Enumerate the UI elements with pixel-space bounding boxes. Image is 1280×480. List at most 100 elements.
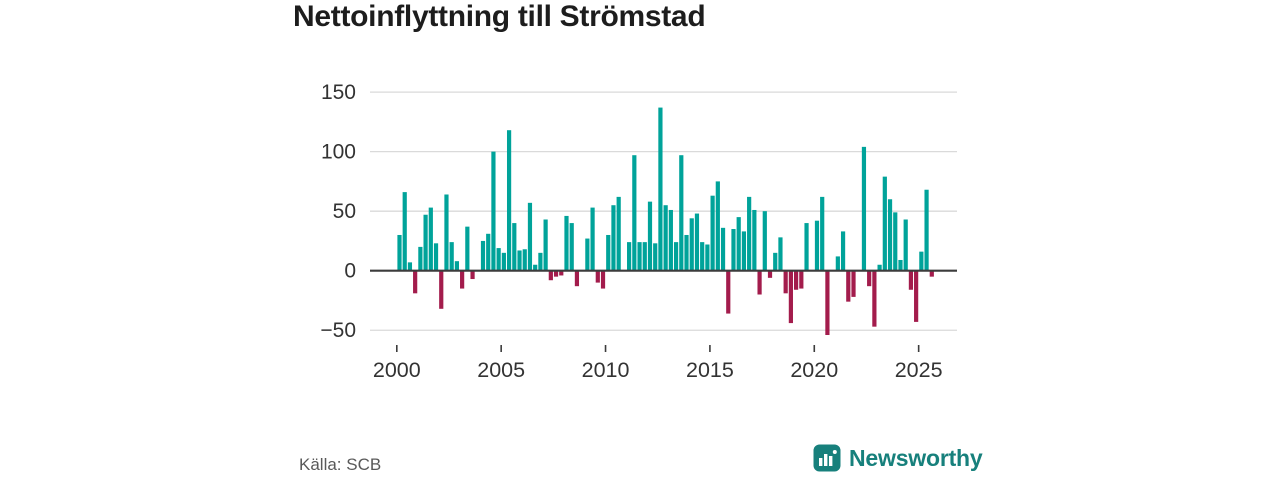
bar	[814, 220, 820, 271]
bar	[533, 264, 538, 271]
bar	[720, 227, 726, 271]
x-tick-label: 2015	[686, 358, 734, 382]
bar	[517, 250, 522, 271]
bar	[460, 270, 465, 289]
bar	[783, 270, 788, 294]
bar	[908, 270, 914, 290]
bar	[663, 205, 668, 271]
bar	[595, 270, 600, 283]
bar	[538, 252, 543, 271]
bar	[600, 270, 606, 289]
bar	[882, 176, 887, 271]
bar	[762, 211, 767, 271]
bar	[710, 195, 715, 271]
bar	[444, 194, 449, 271]
y-tick-label: 0	[344, 260, 356, 283]
bar	[715, 181, 720, 271]
bar	[439, 270, 444, 309]
bar	[736, 217, 741, 271]
bar	[867, 270, 872, 287]
bar	[637, 242, 642, 271]
bar	[418, 246, 423, 271]
bar	[433, 243, 439, 271]
bar	[543, 219, 548, 271]
bar	[914, 270, 919, 322]
bar	[893, 212, 898, 271]
bar	[470, 270, 475, 280]
bar	[559, 270, 564, 276]
bar	[585, 238, 590, 271]
bar	[924, 189, 929, 271]
bar	[835, 256, 840, 271]
brand-name: Newsworthy	[849, 444, 983, 471]
bar	[877, 264, 882, 271]
source-note: Källa: SCB	[299, 455, 382, 474]
bar	[757, 270, 762, 295]
bar	[726, 270, 731, 314]
y-tick-label: 100	[321, 141, 356, 164]
bar	[423, 214, 428, 271]
y-tick-label: −50	[320, 319, 356, 342]
bar	[606, 234, 611, 271]
bar	[919, 251, 924, 271]
x-tick-label: 2010	[582, 358, 630, 382]
bar	[491, 151, 496, 271]
bar	[804, 223, 809, 271]
bar	[887, 199, 893, 271]
bar	[407, 262, 413, 271]
bar	[684, 234, 689, 271]
bar	[428, 207, 433, 271]
bar-chart-logo-icon	[813, 444, 841, 472]
bar	[611, 205, 616, 271]
bar	[689, 218, 694, 271]
bar	[747, 196, 752, 271]
bar	[486, 233, 491, 271]
x-tick-label: 2005	[477, 358, 525, 382]
bar	[454, 261, 460, 271]
bar	[553, 270, 559, 277]
bar	[799, 270, 804, 289]
bar	[501, 252, 506, 271]
bar	[679, 155, 684, 271]
chart-title: Nettoinflyttning till Strömstad	[293, 0, 706, 33]
bar	[564, 215, 569, 271]
bar	[673, 242, 679, 271]
bar	[700, 242, 705, 271]
bar	[397, 234, 402, 271]
y-tick-label: 150	[321, 81, 356, 104]
y-tick-label: 50	[333, 200, 356, 223]
bar	[741, 231, 747, 271]
bar	[851, 270, 856, 297]
bar	[506, 130, 512, 271]
bar	[512, 223, 517, 271]
bar	[627, 242, 632, 271]
bar	[794, 270, 799, 290]
bar	[402, 192, 407, 271]
bar	[752, 209, 757, 271]
bar	[647, 201, 653, 271]
bar	[705, 244, 710, 271]
bar	[527, 202, 533, 271]
bar	[632, 155, 637, 271]
bar	[569, 223, 574, 271]
bar	[861, 146, 867, 271]
bar	[788, 270, 793, 324]
bar	[642, 242, 647, 271]
bar	[465, 226, 470, 271]
bar	[773, 252, 778, 271]
bar	[496, 248, 501, 271]
bar	[872, 270, 877, 327]
bar	[522, 249, 527, 271]
bar	[778, 237, 783, 271]
bar	[480, 240, 486, 271]
bar	[820, 196, 825, 271]
x-tick-label: 2020	[790, 358, 838, 382]
x-tick-label: 2025	[895, 358, 943, 382]
bar	[574, 270, 580, 287]
bar	[616, 196, 621, 271]
bar	[840, 231, 846, 271]
bar	[903, 219, 908, 271]
brand-logo: Newsworthy	[813, 444, 983, 472]
